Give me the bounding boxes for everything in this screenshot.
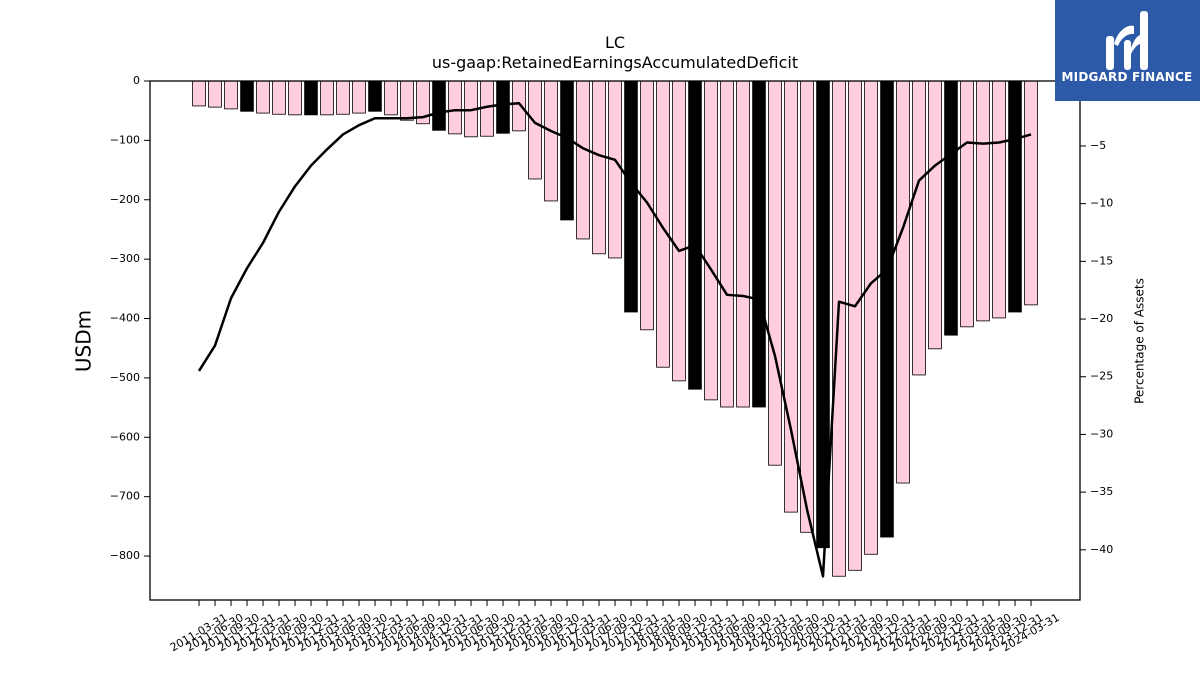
bar-2016-09-30 [544, 80, 558, 202]
bar-2023-06-30 [976, 80, 990, 322]
bar-2017-12-31 [624, 80, 638, 313]
bar-2017-03-31 [576, 80, 590, 240]
bar-2022-12-31 [944, 80, 958, 336]
y-tick-label: −700 [110, 490, 140, 503]
bar-2017-06-30 [592, 80, 606, 255]
bar-2013-12-31 [368, 80, 382, 112]
y-tick-label: −400 [110, 312, 140, 325]
bar-2023-03-31 [960, 80, 974, 328]
bar-2016-12-31 [560, 80, 574, 221]
bar-2018-09-30 [672, 80, 686, 382]
bar-2016-03-31 [512, 80, 526, 132]
y-tick-label: −300 [110, 252, 140, 265]
y-tick-label: −200 [110, 193, 140, 206]
bar-2024-03-31 [1024, 80, 1038, 306]
bar-2019-09-30 [736, 80, 750, 408]
bar-2013-06-30 [336, 80, 350, 115]
bar-series [192, 80, 1038, 577]
bar-2021-09-30 [864, 80, 878, 555]
bar-2020-03-31 [768, 80, 782, 466]
y2-axis-label: Percentage of Assets [1133, 278, 1147, 404]
bar-2021-06-30 [848, 80, 862, 571]
bar-2013-09-30 [352, 80, 366, 114]
bar-2022-06-30 [912, 80, 926, 376]
x-axis-ticks: 2011-03-312011-06-302011-09-302011-12-31… [168, 600, 1062, 654]
left-axis-ticks: 0 −100 −200 −300 −400 −500 −600 −700 −800 [110, 74, 150, 562]
bar-2021-03-31 [832, 80, 846, 577]
chart-title: LC [605, 33, 625, 52]
y2-tick-label: −40 [1090, 543, 1113, 556]
bar-2012-12-31 [304, 80, 318, 116]
chart-subtitle: us-gaap:RetainedEarningsAccumulatedDefic… [432, 53, 798, 72]
y-axis-label: USDm [72, 310, 96, 372]
bar-2022-03-31 [896, 80, 910, 484]
bar-2020-09-30 [800, 80, 814, 533]
midgard-finance-logo: MIDGARD FINANCE [1055, 0, 1200, 101]
bar-2011-03-31 [192, 80, 206, 107]
bar-2011-06-30 [208, 80, 222, 108]
y-tick-label: −500 [110, 371, 140, 384]
line-percentage-of-assets [197, 102, 1032, 578]
bar-2020-12-31 [816, 80, 830, 549]
logo-mark-icon [1106, 11, 1148, 70]
logo-text: MIDGARD FINANCE [1062, 70, 1193, 84]
bar-2014-06-30 [400, 80, 414, 121]
bar-2017-09-30 [608, 80, 622, 259]
bar-2014-12-31 [432, 80, 446, 131]
y-tick-label: −100 [110, 133, 140, 146]
y2-tick-label: −35 [1090, 485, 1113, 498]
bar-2011-09-30 [224, 80, 238, 110]
y2-tick-label: −25 [1090, 370, 1113, 383]
y2-tick-label: −10 [1090, 197, 1113, 210]
y-tick-label: 0 [133, 74, 140, 87]
bar-2012-09-30 [288, 80, 302, 116]
line-series [197, 102, 1032, 578]
y2-tick-label: −30 [1090, 427, 1113, 440]
bar-2015-12-31 [496, 80, 510, 134]
bar-2012-03-31 [256, 80, 270, 114]
bar-2019-12-31 [752, 80, 766, 408]
y2-tick-label: −20 [1090, 312, 1113, 325]
bar-2023-09-30 [992, 80, 1006, 319]
bar-2016-06-30 [528, 80, 542, 180]
bar-2012-06-30 [272, 80, 286, 115]
bar-2023-12-31 [1008, 80, 1022, 313]
y-tick-label: −600 [110, 430, 140, 443]
bar-2014-03-31 [384, 80, 398, 116]
bar-2021-12-31 [880, 80, 894, 538]
bar-2019-06-30 [720, 80, 734, 408]
y2-tick-label: −15 [1090, 254, 1113, 267]
bar-2019-03-31 [704, 80, 718, 401]
right-axis-ticks: −5 −10 −15 −20 −25 −30 −35 −40 [1080, 139, 1113, 556]
bar-2011-12-31 [240, 80, 254, 112]
bar-2015-03-31 [448, 80, 462, 135]
bar-2018-03-31 [640, 80, 654, 331]
bar-2022-09-30 [928, 80, 942, 350]
bar-2018-12-31 [688, 80, 702, 390]
y2-tick-label: −5 [1090, 139, 1106, 152]
bar-2013-03-31 [320, 80, 334, 116]
bar-2018-06-30 [656, 80, 670, 368]
y-tick-label: −800 [110, 549, 140, 562]
